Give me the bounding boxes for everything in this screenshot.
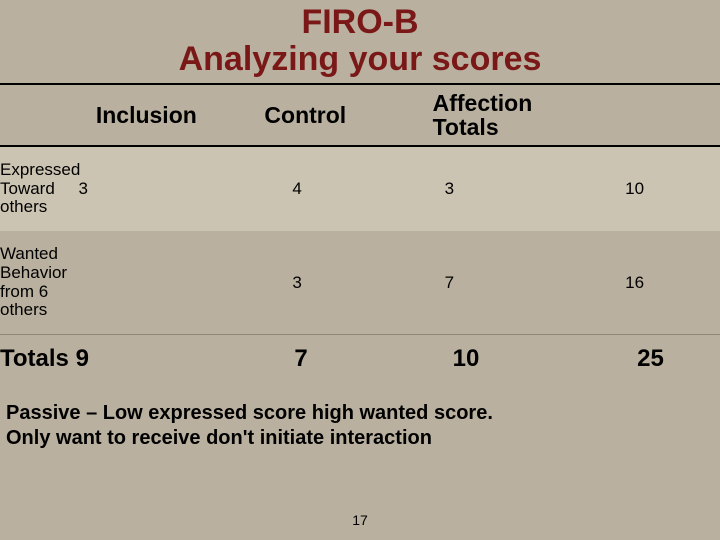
cell-control: 4 (264, 146, 432, 231)
table-row: Expressed Toward 3 others 4 3 10 (0, 146, 720, 231)
slide-title: FIRO-B Analyzing your scores (0, 0, 720, 79)
summary-line-1: Passive – Low expressed score high wante… (6, 402, 493, 424)
summary-line-2: Only want to receive don't initiate inte… (6, 427, 432, 449)
totals-row: Totals 9 7 10 25 (0, 334, 720, 383)
cell-control: 3 (264, 231, 432, 334)
row-label: Expressed Toward 3 others (0, 146, 96, 231)
totals-grand: 25 (601, 334, 720, 383)
page-number: 17 (0, 512, 720, 528)
title-line-2: Analyzing your scores (179, 40, 542, 78)
table-row: Wanted Behavior from 6 others 3 7 16 (0, 231, 720, 334)
cell-inclusion-spacer (96, 146, 265, 231)
row-label-l3: others (0, 301, 96, 320)
totals-control: 7 (264, 334, 432, 383)
header-inclusion: Inclusion (96, 84, 265, 146)
header-affection: Affection Totals (433, 84, 602, 146)
row-label-l1: Expressed (0, 161, 96, 180)
cell-affection: 7 (433, 231, 602, 334)
table-header-row: Inclusion Control Affection Totals (0, 84, 720, 146)
header-rowtotal-blank (601, 84, 720, 146)
totals-inclusion: 9 (76, 345, 89, 372)
totals-inclusion-spacer (96, 334, 265, 383)
score-table: Inclusion Control Affection Totals Expre… (0, 83, 720, 383)
header-affection-l2: Totals (433, 114, 499, 140)
header-affection-l1: Affection (433, 90, 533, 116)
row-label: Wanted Behavior from 6 others (0, 231, 96, 334)
header-blank (0, 84, 96, 146)
cell-rowtotal: 16 (601, 231, 720, 334)
title-line-1: FIRO-B (301, 3, 418, 41)
totals-label: Totals 9 (0, 334, 96, 383)
summary-text: Passive – Low expressed score high wante… (0, 383, 720, 451)
header-control: Control (264, 84, 432, 146)
totals-affection: 10 (433, 334, 602, 383)
row-label-l1: Wanted (0, 245, 96, 264)
cell-affection: 3 (433, 146, 602, 231)
cell-rowtotal: 10 (601, 146, 720, 231)
cell-inclusion: 3 (78, 179, 87, 198)
row-label-l2: Toward 3 (0, 180, 96, 199)
row-label-l2: Behavior from 6 (0, 264, 96, 301)
cell-inclusion: 6 (39, 282, 48, 301)
cell-inclusion-spacer (96, 231, 265, 334)
row-label-l3: others (0, 198, 96, 217)
